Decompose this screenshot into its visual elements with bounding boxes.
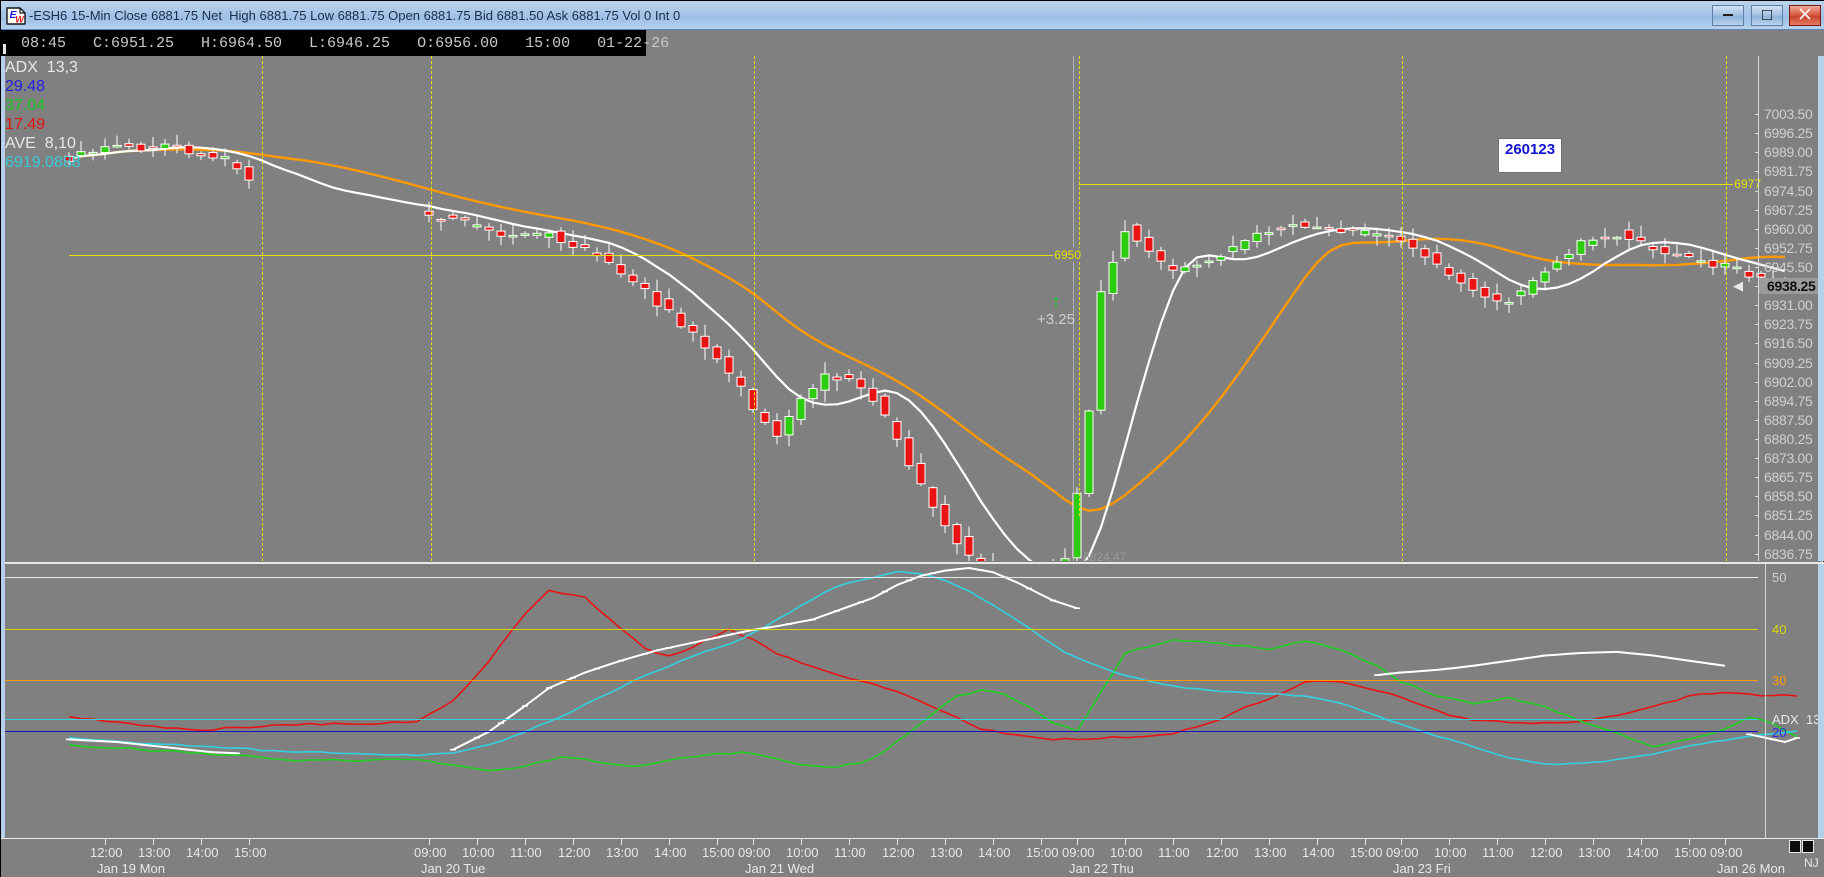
svg-text:W: W <box>15 15 25 25</box>
